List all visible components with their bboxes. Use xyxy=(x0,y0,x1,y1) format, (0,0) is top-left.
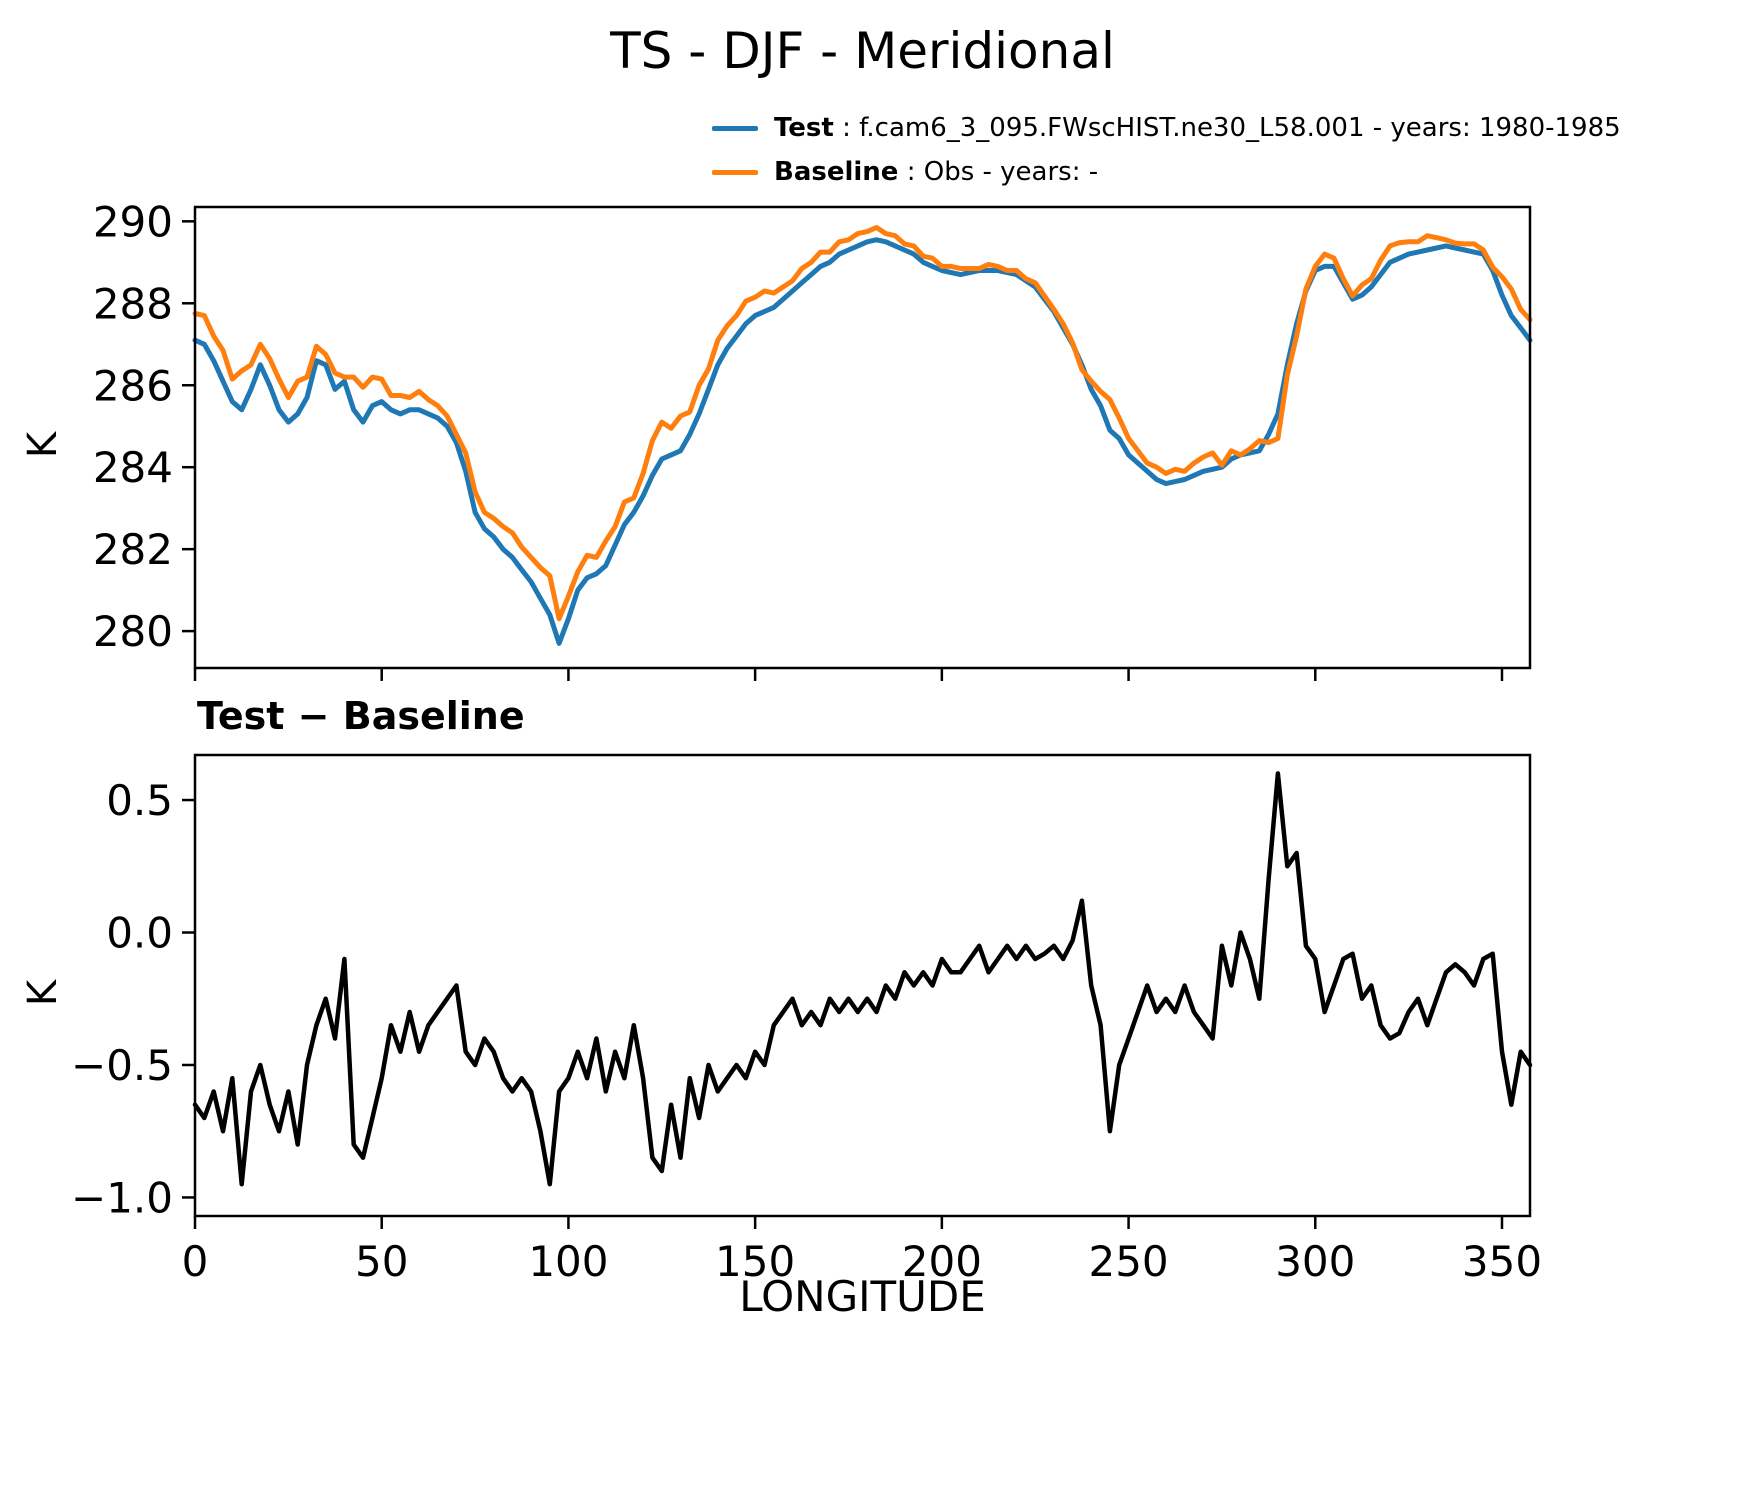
y-tick-label: −1.0 xyxy=(71,1173,173,1222)
x-tick-label: 250 xyxy=(1088,1237,1168,1286)
baseline-line-swatch xyxy=(712,169,758,175)
y-tick-label: 282 xyxy=(93,525,173,574)
legend: Test : f.cam6_3_095.FWscHIST.ne30_L58.00… xyxy=(712,112,1621,200)
legend-test-name: Test xyxy=(774,113,834,143)
x-tick-label: 300 xyxy=(1275,1237,1355,1286)
y-tick-label: 280 xyxy=(93,607,173,656)
y-tick-label: −0.5 xyxy=(71,1041,173,1090)
series-line-diff xyxy=(192,771,1533,1187)
axes-box xyxy=(193,753,1532,1218)
x-tick-label: 0 xyxy=(182,1237,209,1286)
x-tick-label: 350 xyxy=(1462,1237,1542,1286)
legend-baseline-name: Baseline xyxy=(774,157,899,187)
y-tick-label: 286 xyxy=(93,361,173,410)
y-tick-label: 288 xyxy=(93,279,173,328)
diff-chart-title: Test − Baseline xyxy=(197,694,525,738)
legend-item-test: Test : f.cam6_3_095.FWscHIST.ne30_L58.00… xyxy=(712,112,1621,144)
x-tick-label: 50 xyxy=(355,1237,408,1286)
x-tick-label: 100 xyxy=(528,1237,608,1286)
y-tick-label: 290 xyxy=(93,197,173,246)
legend-baseline-desc: : Obs - years: - xyxy=(898,157,1099,187)
y-tick-label: 0.0 xyxy=(106,909,173,958)
series-line-baseline xyxy=(192,225,1533,622)
axes-box xyxy=(193,205,1532,670)
test-line-swatch xyxy=(712,125,758,131)
figure-title: TS - DJF - Meridional xyxy=(610,22,1115,80)
series-line-test xyxy=(192,237,1533,646)
x-tick-label: 150 xyxy=(715,1237,795,1286)
x-tick-label: 200 xyxy=(902,1237,982,1286)
legend-label-baseline: Baseline : Obs - years: - xyxy=(774,157,1098,187)
y-tick-label: 284 xyxy=(93,443,173,492)
x-axis-label: LONGITUDE xyxy=(739,1272,986,1321)
legend-item-baseline: Baseline : Obs - years: - xyxy=(712,156,1621,188)
legend-label-test: Test : f.cam6_3_095.FWscHIST.ne30_L58.00… xyxy=(774,113,1621,143)
legend-test-desc: : f.cam6_3_095.FWscHIST.ne30_L58.001 - y… xyxy=(833,113,1621,143)
y-tick-label: 0.5 xyxy=(106,776,173,825)
